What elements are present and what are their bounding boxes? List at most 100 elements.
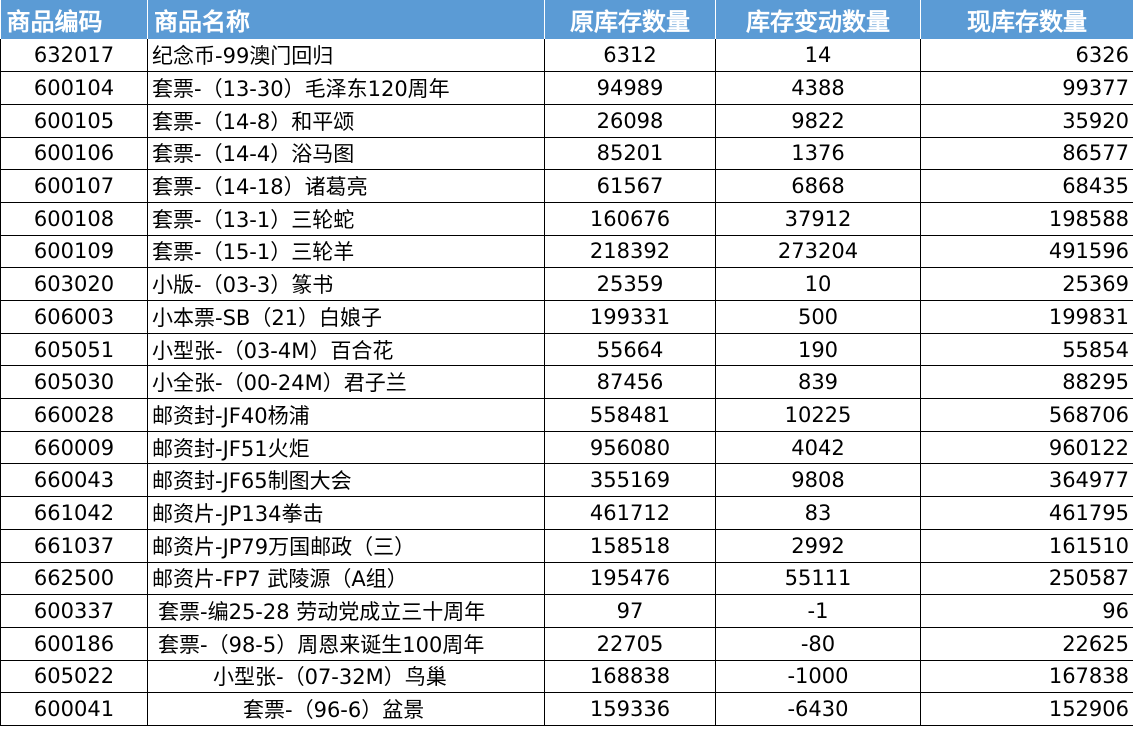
cell-product-code[interactable]: 600041 (0, 692, 148, 726)
cell-stock-change[interactable]: 9822 (715, 103, 921, 138)
header-product-code[interactable]: 商品编码 (0, 0, 148, 39)
cell-product-name[interactable]: 小型张-（03-4M）百合花 (147, 332, 545, 367)
cell-current-stock[interactable]: 68435 (920, 169, 1133, 203)
header-stock-change[interactable]: 库存变动数量 (715, 0, 921, 39)
cell-product-code[interactable]: 600109 (0, 234, 148, 269)
cell-current-stock[interactable]: 161510 (920, 528, 1133, 563)
cell-current-stock[interactable]: 25369 (920, 267, 1133, 301)
cell-current-stock[interactable]: 198588 (920, 201, 1133, 236)
cell-stock-change[interactable]: 83 (715, 496, 921, 530)
cell-product-code[interactable]: 605022 (0, 659, 148, 694)
cell-current-stock[interactable]: 568706 (920, 398, 1133, 432)
cell-product-name[interactable]: 小型张-（07-32M）鸟巢 (147, 659, 545, 694)
cell-original-stock[interactable]: 461712 (544, 496, 716, 530)
cell-current-stock[interactable]: 250587 (920, 561, 1133, 596)
cell-current-stock[interactable]: 960122 (920, 430, 1133, 465)
cell-original-stock[interactable]: 956080 (544, 430, 716, 465)
cell-product-name[interactable]: 邮资封-JF65制图大会 (147, 463, 545, 498)
cell-product-name[interactable]: 小版-（03-3）篆书 (147, 267, 545, 301)
cell-product-name[interactable]: 小全张-（00-24M）君子兰 (147, 365, 545, 400)
cell-original-stock[interactable]: 55664 (544, 332, 716, 367)
cell-product-name[interactable]: 套票-（14-4）浴马图 (147, 136, 545, 171)
cell-stock-change[interactable]: -1000 (715, 659, 921, 694)
cell-stock-change[interactable]: 55111 (715, 561, 921, 596)
cell-original-stock[interactable]: 158518 (544, 528, 716, 563)
cell-product-code[interactable]: 600186 (0, 626, 148, 661)
cell-product-name[interactable]: 小本票-SB（21）白娘子 (147, 300, 545, 334)
cell-product-code[interactable]: 600337 (0, 594, 148, 628)
cell-stock-change[interactable]: 839 (715, 365, 921, 400)
cell-original-stock[interactable]: 218392 (544, 234, 716, 269)
cell-current-stock[interactable]: 491596 (920, 234, 1133, 269)
cell-original-stock[interactable]: 355169 (544, 463, 716, 498)
cell-stock-change[interactable]: 500 (715, 300, 921, 334)
cell-product-name[interactable]: 套票-（13-30）毛泽东120周年 (147, 71, 545, 105)
cell-original-stock[interactable]: 160676 (544, 201, 716, 236)
cell-current-stock[interactable]: 199831 (920, 300, 1133, 334)
cell-original-stock[interactable]: 87456 (544, 365, 716, 400)
cell-product-code[interactable]: 600105 (0, 103, 148, 138)
cell-original-stock[interactable]: 22705 (544, 626, 716, 661)
cell-stock-change[interactable]: 10 (715, 267, 921, 301)
cell-product-code[interactable]: 600104 (0, 71, 148, 105)
cell-original-stock[interactable]: 85201 (544, 136, 716, 171)
cell-stock-change[interactable]: 9808 (715, 463, 921, 498)
cell-original-stock[interactable]: 195476 (544, 561, 716, 596)
cell-product-code[interactable]: 605051 (0, 332, 148, 367)
cell-product-name[interactable]: 套票-（14-18）诸葛亮 (147, 169, 545, 203)
cell-current-stock[interactable]: 96 (920, 594, 1133, 628)
cell-product-name[interactable]: 邮资封-JF40杨浦 (147, 398, 545, 432)
cell-product-name[interactable]: 邮资片-FP7 武陵源（A组） (147, 561, 545, 596)
cell-stock-change[interactable]: 10225 (715, 398, 921, 432)
cell-product-code[interactable]: 600107 (0, 169, 148, 203)
cell-product-code[interactable]: 600108 (0, 201, 148, 236)
cell-stock-change[interactable]: 4042 (715, 430, 921, 465)
cell-current-stock[interactable]: 86577 (920, 136, 1133, 171)
cell-stock-change[interactable]: 6868 (715, 169, 921, 203)
cell-product-code[interactable]: 661042 (0, 496, 148, 530)
cell-product-name[interactable]: 套票-编25-28 劳动党成立三十周年 (147, 594, 545, 628)
cell-product-name[interactable]: 套票-（13-1）三轮蛇 (147, 201, 545, 236)
cell-original-stock[interactable]: 558481 (544, 398, 716, 432)
cell-current-stock[interactable]: 152906 (920, 692, 1133, 726)
cell-current-stock[interactable]: 55854 (920, 332, 1133, 367)
cell-product-code[interactable]: 606003 (0, 300, 148, 334)
cell-product-name[interactable]: 邮资封-JF51火炬 (147, 430, 545, 465)
cell-stock-change[interactable]: 273204 (715, 234, 921, 269)
cell-original-stock[interactable]: 199331 (544, 300, 716, 334)
cell-product-code[interactable]: 603020 (0, 267, 148, 301)
cell-product-code[interactable]: 632017 (0, 39, 148, 73)
cell-current-stock[interactable]: 167838 (920, 659, 1133, 694)
cell-stock-change[interactable]: 1376 (715, 136, 921, 171)
cell-current-stock[interactable]: 35920 (920, 103, 1133, 138)
cell-stock-change[interactable]: -80 (715, 626, 921, 661)
cell-current-stock[interactable]: 461795 (920, 496, 1133, 530)
header-original-stock[interactable]: 原库存数量 (544, 0, 716, 39)
cell-stock-change[interactable]: 4388 (715, 71, 921, 105)
cell-current-stock[interactable]: 6326 (920, 39, 1133, 73)
cell-product-code[interactable]: 660009 (0, 430, 148, 465)
cell-stock-change[interactable]: 190 (715, 332, 921, 367)
cell-product-name[interactable]: 邮资片-JP79万国邮政（三） (147, 528, 545, 563)
cell-product-name[interactable]: 纪念币-99澳门回归 (147, 39, 545, 73)
cell-stock-change[interactable]: -6430 (715, 692, 921, 726)
cell-product-code[interactable]: 662500 (0, 561, 148, 596)
cell-original-stock[interactable]: 6312 (544, 39, 716, 73)
cell-product-code[interactable]: 660043 (0, 463, 148, 498)
cell-product-name[interactable]: 邮资片-JP134拳击 (147, 496, 545, 530)
cell-current-stock[interactable]: 99377 (920, 71, 1133, 105)
header-current-stock[interactable]: 现库存数量 (920, 0, 1133, 39)
cell-product-code[interactable]: 661037 (0, 528, 148, 563)
cell-current-stock[interactable]: 364977 (920, 463, 1133, 498)
cell-current-stock[interactable]: 22625 (920, 626, 1133, 661)
cell-stock-change[interactable]: 14 (715, 39, 921, 73)
cell-product-name[interactable]: 套票-（96-6）盆景 (147, 692, 545, 726)
cell-product-name[interactable]: 套票-（14-8）和平颂 (147, 103, 545, 138)
cell-product-code[interactable]: 660028 (0, 398, 148, 432)
cell-original-stock[interactable]: 26098 (544, 103, 716, 138)
cell-current-stock[interactable]: 88295 (920, 365, 1133, 400)
cell-stock-change[interactable]: 2992 (715, 528, 921, 563)
header-product-name[interactable]: 商品名称 (147, 0, 545, 39)
cell-original-stock[interactable]: 94989 (544, 71, 716, 105)
cell-product-code[interactable]: 605030 (0, 365, 148, 400)
